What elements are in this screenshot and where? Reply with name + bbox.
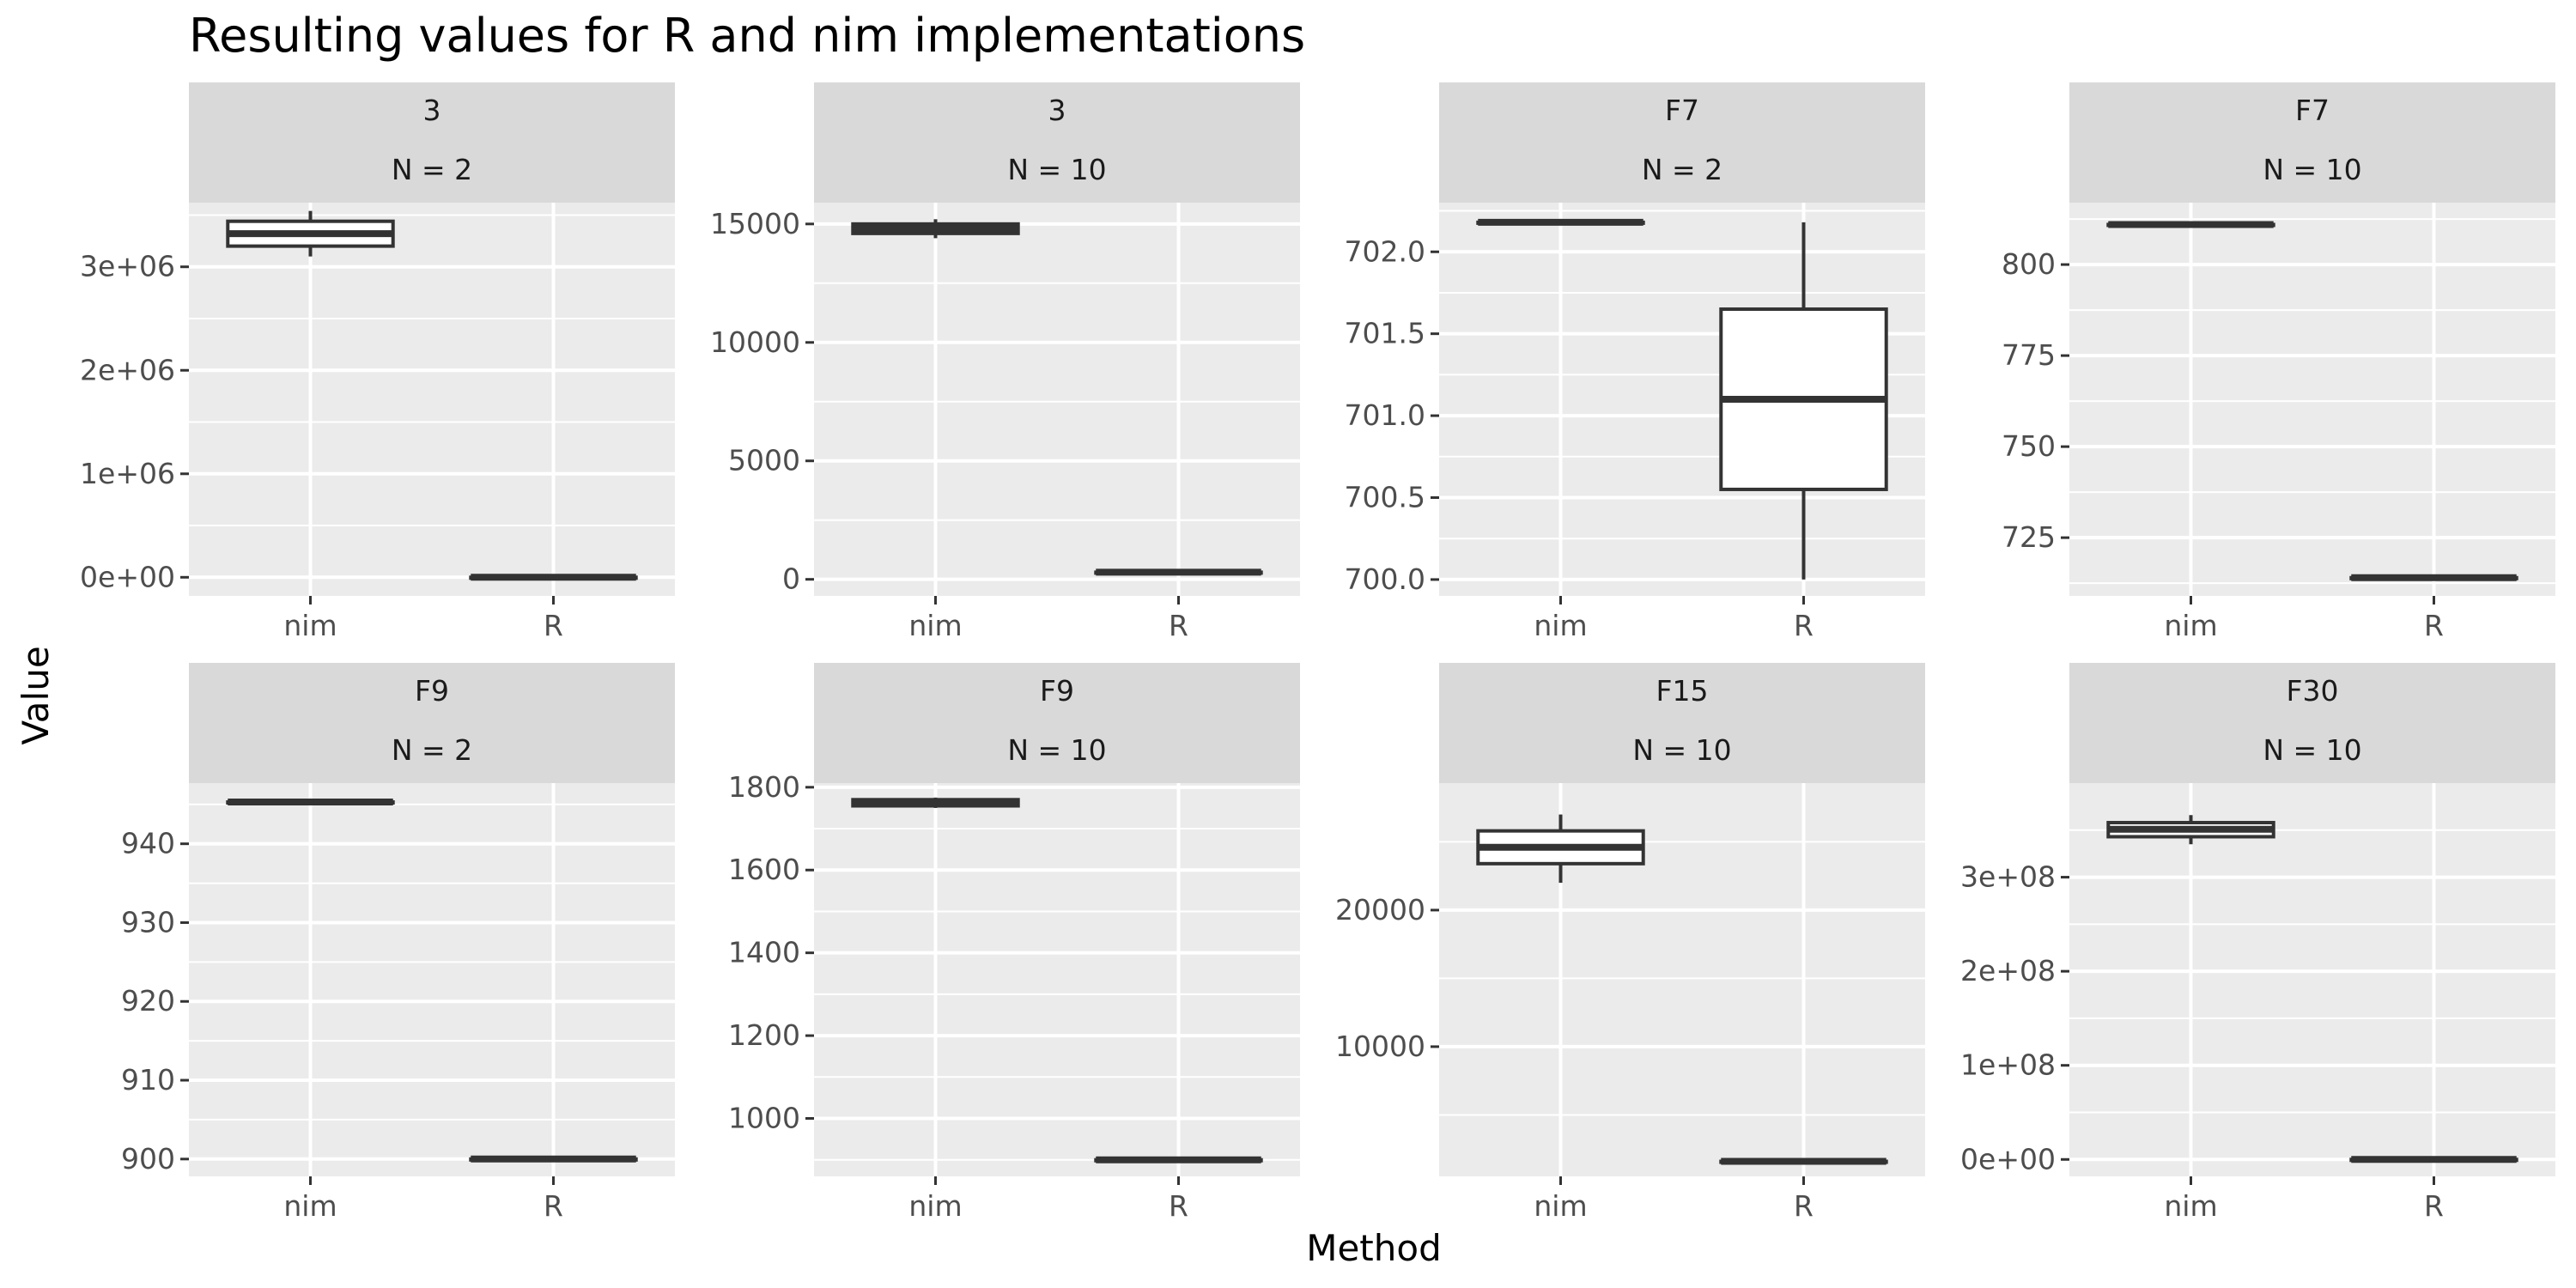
- facet-strip: [1439, 663, 1925, 783]
- y-tick-label: 1000: [728, 1102, 800, 1135]
- facet-strip-label: F15: [1656, 674, 1709, 708]
- facet-strip: [189, 663, 675, 783]
- facet-panels: 3 N = 2 0e+00 1e+06 2e+06 3e+06 nim R 3 N = 10 0 50…: [80, 82, 2555, 1223]
- panel-background: [189, 203, 675, 596]
- facet-strip-label: F9: [415, 674, 449, 708]
- facet-strip-label: F9: [1040, 674, 1074, 708]
- y-tick-label: 1e+06: [80, 457, 175, 490]
- y-tick-label: 910: [121, 1063, 175, 1097]
- x-tick-label: nim: [908, 1189, 962, 1223]
- facet-panel: F9 N = 10 1000 1200 1400 1600 1800 nim R: [728, 663, 1300, 1223]
- facet-strip: [189, 82, 675, 203]
- y-tick-label: 0: [782, 562, 800, 596]
- y-tick-label: 0e+00: [1960, 1142, 2056, 1176]
- facet-panel: F9 N = 2 900 910 920 930 940 nim R: [121, 663, 675, 1223]
- y-tick-label: 20000: [1335, 893, 1425, 927]
- y-tick-label: 5000: [728, 444, 800, 477]
- facet-strip-label: F7: [1665, 94, 1699, 127]
- x-tick-label: nim: [908, 609, 962, 642]
- y-tick-label: 2e+06: [80, 353, 175, 386]
- x-tick-label: R: [1169, 609, 1188, 642]
- panel-background: [2069, 203, 2555, 596]
- facet-strip: [814, 82, 1300, 203]
- x-axis-title: Method: [1306, 1227, 1442, 1269]
- facet-panel: F7 N = 2 700.0 700.5 701.0 701.5 702.0 nim R: [1345, 82, 1925, 642]
- y-tick-label: 702.0: [1345, 234, 1425, 268]
- facet-strip-label: N = 2: [1642, 153, 1722, 186]
- facet-strip-label: N = 10: [1007, 733, 1106, 767]
- facet-panel: F30 N = 10 0e+00 1e+08 2e+08 3e+08 nim R: [1960, 663, 2555, 1223]
- facet-strip: [814, 663, 1300, 783]
- y-tick-label: 10000: [710, 325, 800, 359]
- facet-strip-label: F7: [2295, 94, 2330, 127]
- facet-strip-label: 3: [423, 94, 441, 127]
- y-tick-label: 700.0: [1345, 562, 1425, 596]
- y-tick-label: 701.0: [1345, 398, 1425, 432]
- y-tick-label: 750: [2002, 429, 2056, 463]
- y-tick-label: 940: [121, 827, 175, 860]
- x-tick-label: nim: [1534, 1189, 1587, 1223]
- facet-strip-label: N = 2: [392, 153, 472, 186]
- y-tick-label: 3e+08: [1960, 860, 2056, 894]
- panel-background: [2069, 783, 2555, 1176]
- panel-background: [814, 203, 1300, 596]
- y-tick-label: 1200: [728, 1018, 800, 1052]
- y-tick-label: 1600: [728, 853, 800, 886]
- x-tick-label: nim: [2164, 1189, 2217, 1223]
- facet-strip: [2069, 82, 2555, 203]
- x-tick-label: R: [544, 609, 563, 642]
- y-tick-label: 2e+08: [1960, 954, 2056, 987]
- y-tick-label: 900: [121, 1142, 175, 1176]
- y-tick-label: 800: [2002, 247, 2056, 281]
- y-tick-label: 920: [121, 984, 175, 1018]
- facet-strip-label: N = 10: [1007, 153, 1106, 186]
- facet-strip-label: N = 2: [392, 733, 472, 767]
- facet-panel: 3 N = 2 0e+00 1e+06 2e+06 3e+06 nim R: [80, 82, 675, 642]
- x-tick-label: nim: [1534, 609, 1587, 642]
- panel-background: [814, 783, 1300, 1176]
- facet-strip: [2069, 663, 2555, 783]
- y-tick-label: 1800: [728, 770, 800, 804]
- facet-strip-label: 3: [1048, 94, 1066, 127]
- y-tick-label: 700.5: [1345, 481, 1425, 514]
- facet-panel: F7 N = 10 725 750 775 800 nim R: [2002, 82, 2555, 642]
- chart-title: Resulting values for R and nim implement…: [189, 9, 1305, 63]
- facet-strip-label: N = 10: [2263, 153, 2361, 186]
- y-tick-label: 701.5: [1345, 317, 1425, 350]
- y-tick-label: 1400: [728, 936, 800, 969]
- facet-panel: 3 N = 10 0 5000 10000 15000 nim R: [710, 82, 1300, 642]
- x-tick-label: R: [544, 1189, 563, 1223]
- y-tick-label: 725: [2002, 520, 2056, 554]
- y-tick-label: 1e+08: [1960, 1048, 2056, 1082]
- facet-panel: F15 N = 10 10000 20000 nim R: [1335, 663, 1925, 1223]
- y-tick-label: 930: [121, 905, 175, 939]
- facet-strip-label: N = 10: [1632, 733, 1731, 767]
- x-tick-label: R: [2424, 609, 2444, 642]
- y-axis-title: Value: [15, 646, 57, 744]
- facet-strip: [1439, 82, 1925, 203]
- x-tick-label: nim: [2164, 609, 2217, 642]
- y-tick-label: 775: [2002, 338, 2056, 372]
- y-tick-label: 0e+00: [80, 560, 175, 593]
- y-tick-label: 10000: [1335, 1030, 1425, 1063]
- x-tick-label: R: [1794, 1189, 1814, 1223]
- facet-strip-label: N = 10: [2263, 733, 2361, 767]
- y-tick-label: 15000: [710, 207, 800, 240]
- x-tick-label: nim: [283, 609, 337, 642]
- facet-strip-label: F30: [2287, 674, 2339, 708]
- x-tick-label: R: [2424, 1189, 2444, 1223]
- panel-background: [189, 783, 675, 1176]
- x-tick-label: nim: [283, 1189, 337, 1223]
- x-tick-label: R: [1794, 609, 1814, 642]
- x-tick-label: R: [1169, 1189, 1188, 1223]
- y-tick-label: 3e+06: [80, 250, 175, 283]
